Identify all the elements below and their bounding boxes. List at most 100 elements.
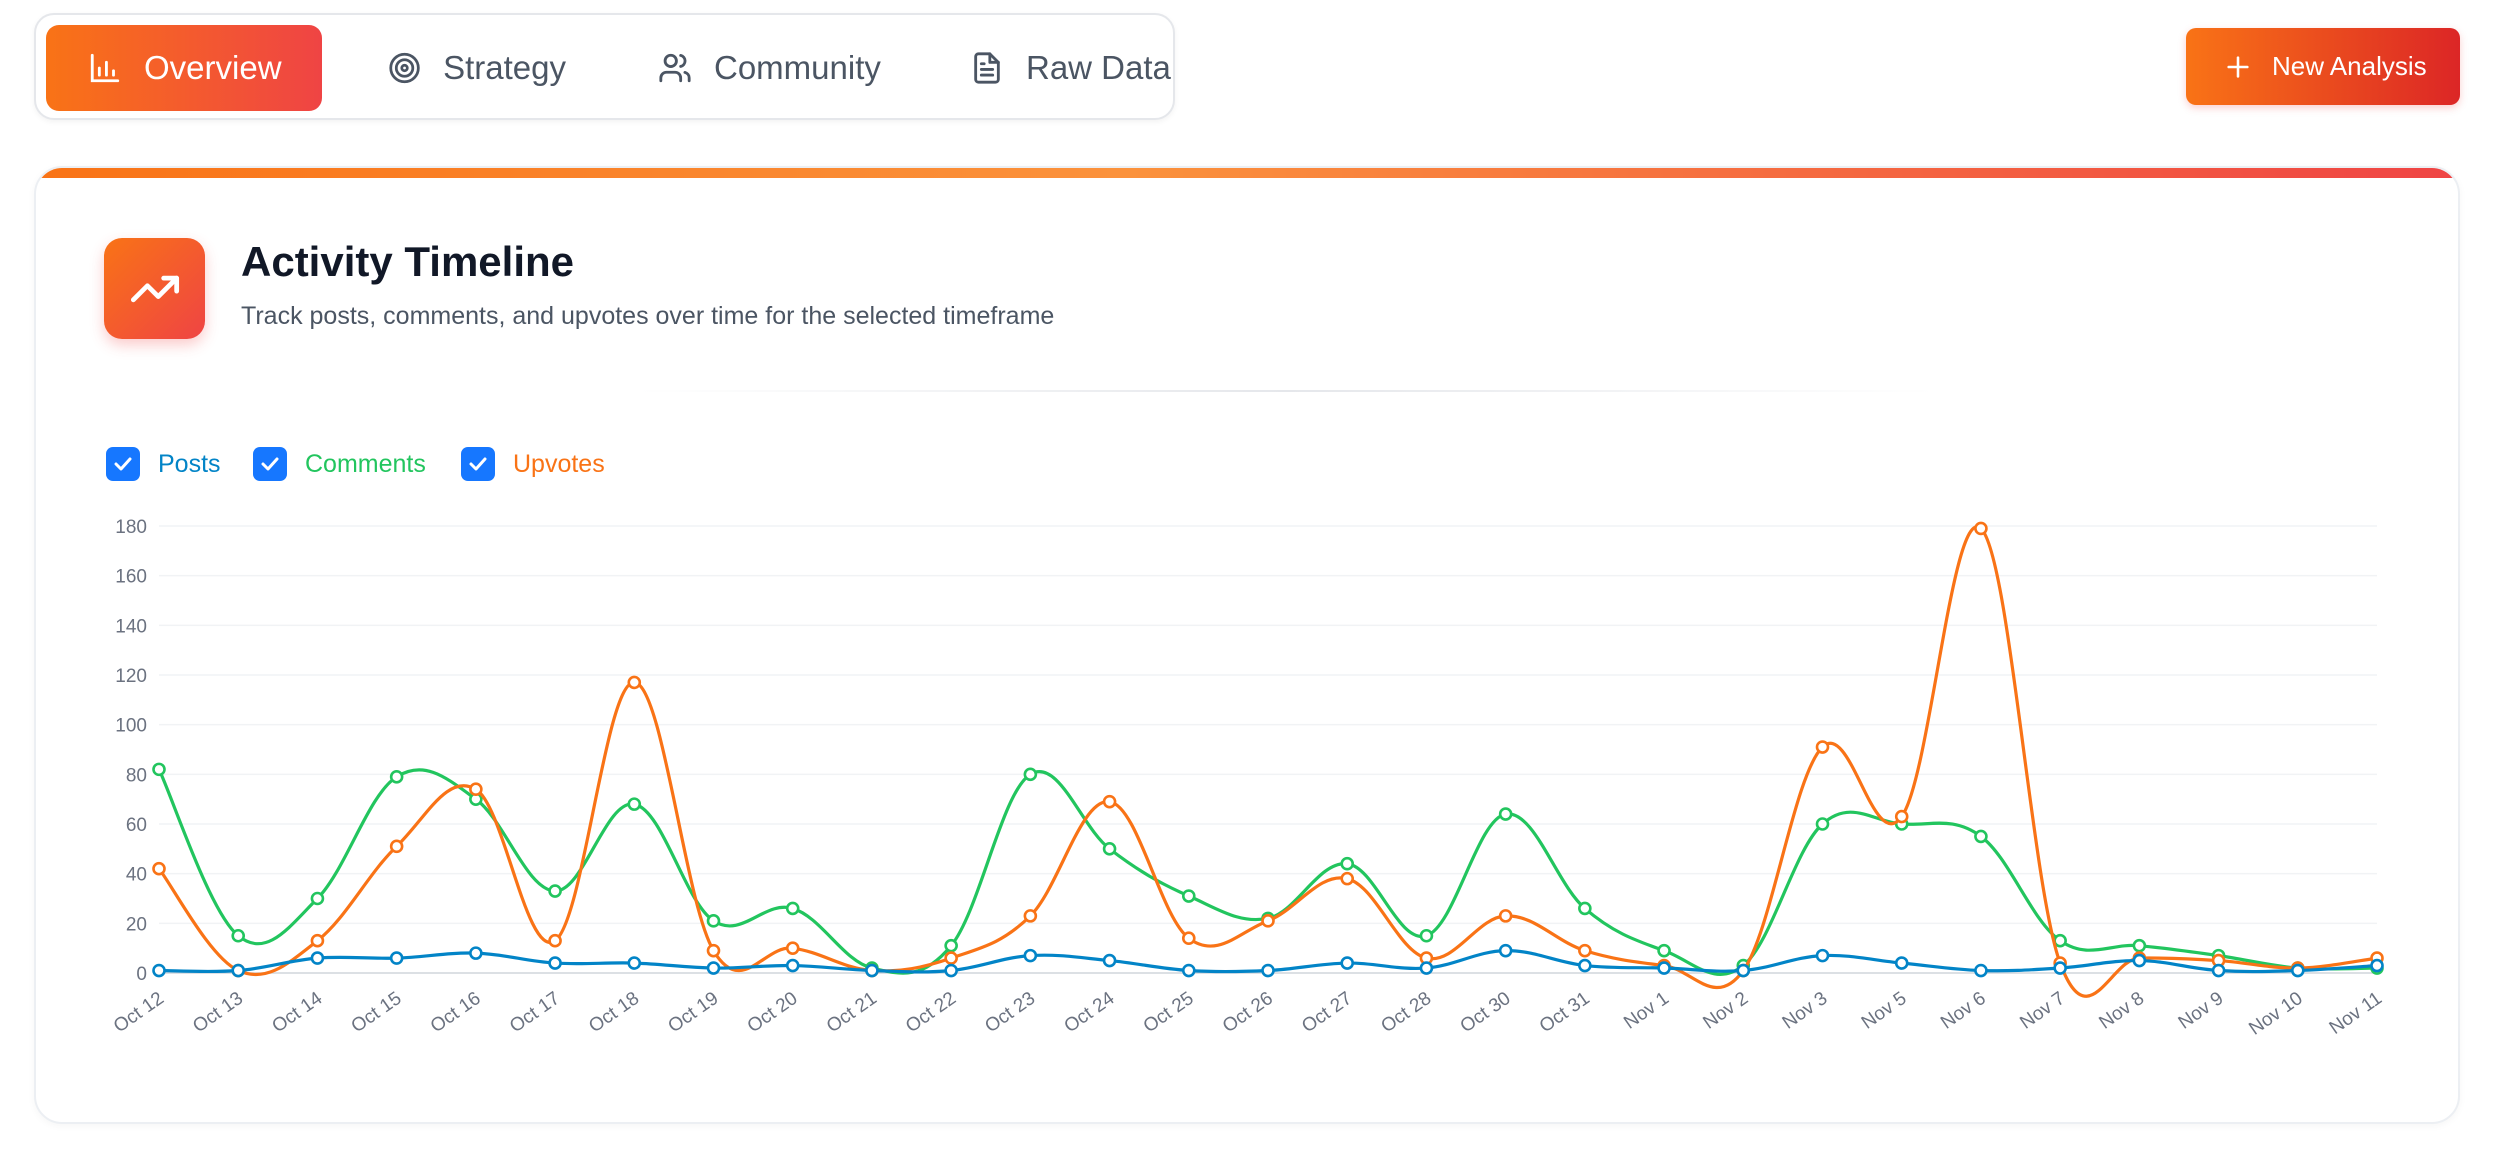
data-point-posts [1261, 963, 1275, 978]
y-tick-label: 60 [126, 815, 147, 836]
y-tick-label: 0 [136, 964, 147, 985]
x-tick-label: Nov 3 [1779, 988, 1832, 1034]
x-tick-label: Oct 20 [744, 988, 802, 1037]
tab-raw-data[interactable]: Raw Data [924, 25, 1184, 111]
data-point-posts [1894, 956, 1909, 970]
plus-icon [2227, 55, 2249, 78]
data-point-comments [627, 797, 642, 811]
card-subtitle: Track posts, comments, and upvotes over … [241, 302, 1055, 330]
x-tick-label: Oct 23 [981, 988, 1039, 1037]
data-point-comments [231, 928, 246, 943]
x-tick-label: Oct 22 [902, 988, 960, 1037]
data-point-upvotes [706, 943, 721, 958]
trending-up-icon [130, 275, 179, 302]
target-icon [389, 52, 420, 84]
x-tick-label: Oct 12 [110, 988, 168, 1037]
x-tick-label: Oct 17 [506, 988, 564, 1037]
data-point-upvotes [785, 941, 800, 955]
checkbox-posts[interactable] [106, 447, 140, 481]
tab-overview[interactable]: Overview [46, 25, 322, 111]
data-point-comments [548, 884, 562, 898]
x-tick-label: Nov 8 [2096, 988, 2149, 1034]
data-point-comments [2132, 938, 2147, 953]
data-point-posts [1102, 953, 1117, 968]
data-point-posts [865, 963, 879, 978]
data-point-comments [1578, 901, 1592, 916]
data-point-posts [310, 951, 325, 965]
y-tick-label: 160 [115, 567, 147, 588]
checkbox-comments[interactable] [253, 447, 287, 481]
data-point-upvotes [310, 933, 325, 948]
new-analysis-button[interactable]: New Analysis [2186, 28, 2460, 105]
x-tick-label: Nov 9 [2175, 988, 2228, 1034]
data-point-comments [1498, 807, 1513, 821]
legend-label-posts: Posts [158, 449, 221, 478]
x-tick-label: Oct 21 [823, 988, 881, 1037]
series-line-comments [157, 768, 2378, 976]
data-point-upvotes [1261, 914, 1275, 928]
data-point-comments [389, 770, 404, 784]
data-point-upvotes [1815, 740, 1830, 754]
data-point-upvotes [1102, 794, 1117, 809]
y-tick-label: 140 [115, 616, 147, 637]
data-point-posts [2211, 963, 2226, 978]
y-tick-label: 180 [115, 517, 147, 538]
data-point-upvotes [1340, 871, 1355, 886]
x-tick-label: Oct 14 [268, 988, 326, 1038]
legend-label-upvotes: Upvotes [513, 449, 605, 478]
data-point-posts [1023, 948, 1038, 963]
tab-raw-data-label: Raw Data [1026, 49, 1171, 86]
data-point-posts [548, 956, 562, 970]
data-point-posts [1657, 961, 1671, 975]
y-tick-label: 80 [126, 765, 147, 786]
tab-overview-label: Overview [144, 49, 282, 86]
data-point-posts [1340, 956, 1355, 970]
x-tick-label: Nov 6 [1937, 988, 1990, 1034]
data-point-upvotes [1894, 809, 1909, 824]
data-point-upvotes [1023, 909, 1038, 923]
data-point-comments [785, 901, 800, 916]
y-tick-label: 40 [126, 865, 147, 886]
data-point-upvotes [469, 782, 483, 797]
x-tick-label: Oct 16 [427, 988, 485, 1037]
data-point-posts [152, 963, 166, 978]
y-tick-label: 100 [115, 716, 147, 737]
tab-community[interactable]: Community [616, 25, 906, 111]
data-point-comments [944, 938, 958, 953]
data-point-posts [1181, 963, 1196, 978]
data-point-upvotes [152, 861, 166, 876]
data-point-comments [1023, 767, 1038, 782]
tab-strategy[interactable]: Strategy [356, 25, 566, 111]
data-point-posts [785, 958, 800, 973]
check-icon [261, 457, 279, 471]
checkbox-upvotes[interactable] [461, 447, 495, 481]
data-point-comments [2053, 933, 2067, 948]
data-point-comments [1340, 856, 1355, 871]
document-icon [974, 52, 1000, 84]
activity-timeline-card: Activity Timeline Track posts, comments,… [34, 166, 2460, 1124]
data-point-comments [310, 891, 325, 906]
data-point-comments [1974, 829, 1988, 844]
legend-label-comments: Comments [305, 449, 426, 478]
check-icon [469, 457, 487, 471]
legend-toggle-comments[interactable]: Comments [253, 444, 426, 484]
x-tick-label: Nov 11 [2326, 988, 2386, 1039]
data-point-upvotes [944, 951, 958, 965]
data-point-posts [1578, 958, 1592, 973]
check-icon [114, 457, 132, 471]
tab-community-label: Community [714, 49, 881, 86]
data-point-comments [152, 762, 166, 777]
data-point-posts [944, 963, 958, 978]
data-point-comments [1815, 817, 1830, 831]
data-point-posts [231, 963, 246, 978]
data-point-upvotes [1498, 909, 1513, 923]
data-point-posts [1498, 943, 1513, 958]
data-point-comments [1181, 889, 1196, 903]
card-title: Activity Timeline [241, 238, 575, 285]
legend-toggle-posts[interactable]: Posts [106, 444, 221, 484]
x-tick-label: Oct 28 [1377, 988, 1435, 1037]
legend-toggle-upvotes[interactable]: Upvotes [461, 444, 605, 484]
data-point-upvotes [1578, 943, 1592, 958]
data-point-upvotes [627, 675, 642, 690]
y-tick-label: 20 [126, 914, 147, 935]
